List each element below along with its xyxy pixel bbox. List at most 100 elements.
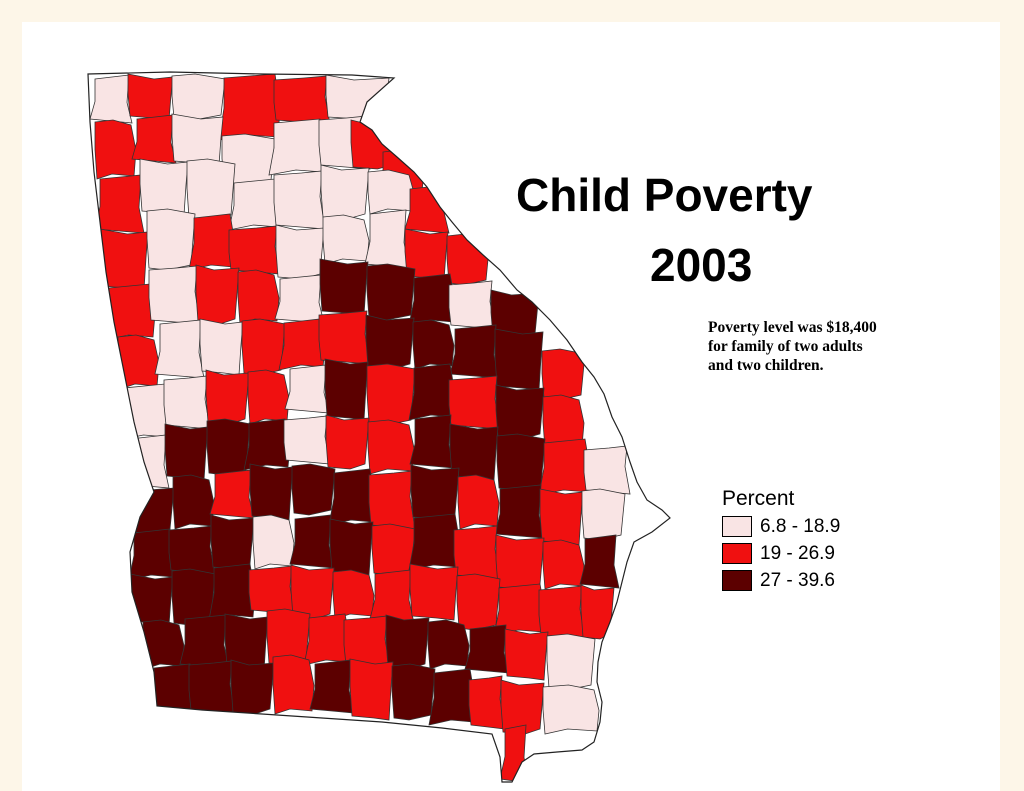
county-polygon [427,619,470,670]
county-polygon [539,488,584,546]
county-polygon [500,679,545,735]
county-polygon [364,209,410,269]
county-polygon [428,668,476,726]
county-polygon [546,633,596,691]
county-polygon [171,113,224,166]
county-polygon [117,334,160,390]
county-polygon [412,319,455,370]
county-polygon [579,534,620,589]
county-polygon [241,318,286,376]
county-polygon [367,169,415,215]
county-polygon [94,119,137,180]
county-polygon [303,613,351,666]
county-polygon [468,675,506,730]
county-polygon [495,384,545,440]
county-polygon [495,534,545,590]
county-polygon [139,158,189,216]
county-polygon [409,414,455,469]
county-polygon [289,514,335,569]
county-polygon [154,319,205,379]
county-polygon [453,525,501,580]
county-polygon [538,585,586,640]
county-polygon [209,469,255,519]
county-polygon [385,614,430,670]
legend-row-high: 27 - 39.6 [722,567,840,594]
county-polygon [494,484,545,539]
county-polygon [148,265,201,325]
county-polygon [171,73,226,121]
county-polygon [367,419,415,475]
county-polygon [542,539,585,590]
county-polygon [583,445,631,495]
county-polygon [172,474,215,530]
county-polygon [332,569,375,620]
county-polygon [247,369,290,425]
county-polygon [371,523,416,576]
county-polygon [349,658,394,721]
poverty-note-line-1: Poverty level was $18,400 [708,319,877,336]
county-polygon [179,614,230,669]
county-polygon [118,383,171,441]
county-polygon [273,170,326,230]
county-polygon [268,118,326,176]
county-polygon [228,178,281,231]
county-polygon [272,654,315,715]
county-polygon [329,518,374,576]
county-polygon [274,274,325,324]
county-polygon [309,659,355,714]
county-polygon [408,273,456,326]
county-polygon [208,563,256,621]
georgia-county-map [87,71,671,783]
county-polygon [243,418,291,471]
poverty-note-line-3: and two children. [708,357,824,374]
county-polygon [206,418,251,476]
county-polygon [408,363,456,421]
county-polygon [325,74,390,120]
county-polygon [127,73,174,121]
legend-row-low: 6.8 - 18.9 [722,513,840,540]
county-polygon [538,438,591,496]
county-polygon [237,269,280,325]
county-polygon [230,659,275,715]
county-polygon [218,73,281,141]
county-polygon [368,470,416,530]
legend-title: Percent [722,487,795,510]
county-polygon [205,369,250,425]
county-polygon [456,573,501,631]
county-polygon [499,724,530,782]
county-polygon [318,310,371,365]
county-polygon [146,208,196,271]
county-polygon [320,164,370,220]
county-polygon [199,318,244,376]
county-polygon [319,258,369,316]
county-polygon [249,463,294,521]
legend-label-low: 6.8 - 18.9 [760,516,841,537]
county-polygon [464,624,510,674]
county-polygon [542,684,600,735]
legend-row-mid: 19 - 26.9 [722,540,840,567]
county-polygon [278,318,326,371]
poverty-note: Poverty level was $18,400 for family of … [708,318,877,375]
map-title-line-2: 2003 [650,239,753,291]
county-polygon [322,214,370,265]
county-polygon [369,569,415,624]
state-outline [87,71,671,783]
county-polygon [275,224,325,280]
map-legend: Percent 6.8 - 18.9 19 - 26.9 27 - 39.6 [722,488,840,594]
county-polygon [163,375,211,430]
county-polygon [410,464,460,520]
county-polygon [248,565,296,615]
county-polygon [366,263,416,321]
county-polygon [142,619,185,670]
county-polygon [409,563,459,621]
county-polygon [94,174,145,234]
county-polygon [129,573,174,626]
county-polygon [290,564,335,620]
poverty-note-line-2: for family of two adults [708,338,863,355]
county-polygon [168,525,216,575]
county-polygon [210,514,255,570]
county-polygon [252,514,295,570]
county-polygon [365,314,415,370]
county-polygon [408,513,461,571]
county-polygon [284,364,330,414]
